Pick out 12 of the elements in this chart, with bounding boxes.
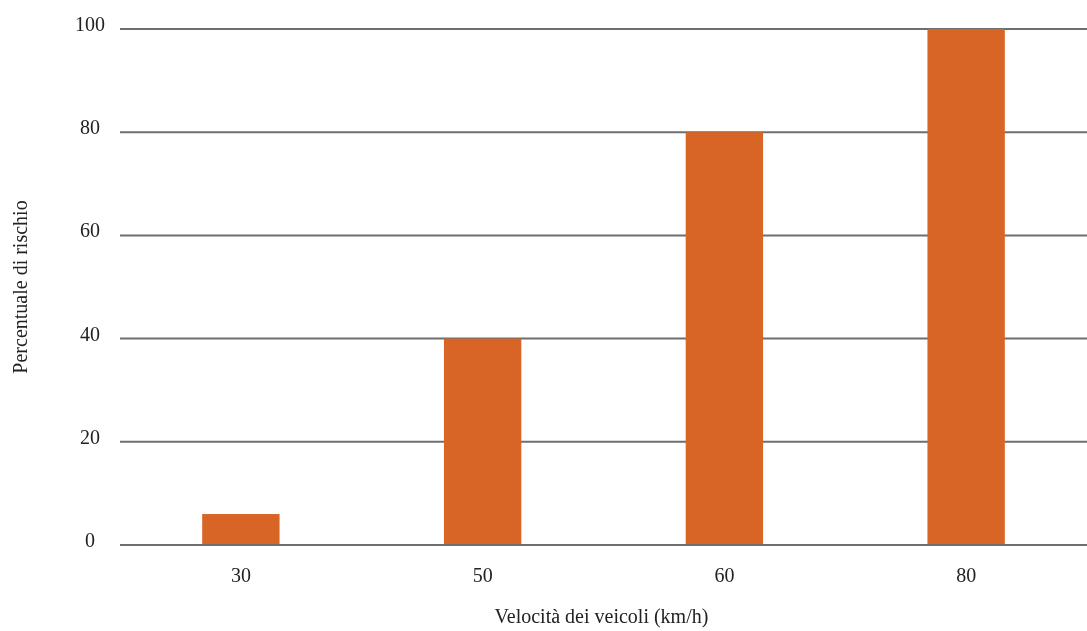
x-axis-title: Velocità dei veicoli (km/h) <box>494 605 709 628</box>
x-tick-label: 80 <box>956 564 977 586</box>
y-tick-label: 40 <box>80 322 100 345</box>
y-tick-label: 80 <box>80 116 100 139</box>
y-tick-label: 0 <box>85 529 95 551</box>
x-tick-label: 30 <box>230 564 251 586</box>
x-tick-label: 60 <box>714 564 735 586</box>
y-tick-label: 60 <box>80 219 100 242</box>
y-axis-title: Percentuale di rischio <box>9 200 31 374</box>
y-tick-label: 20 <box>80 425 100 448</box>
y-tick-label: 100 <box>75 13 105 35</box>
x-tick-label: 50 <box>472 564 493 586</box>
